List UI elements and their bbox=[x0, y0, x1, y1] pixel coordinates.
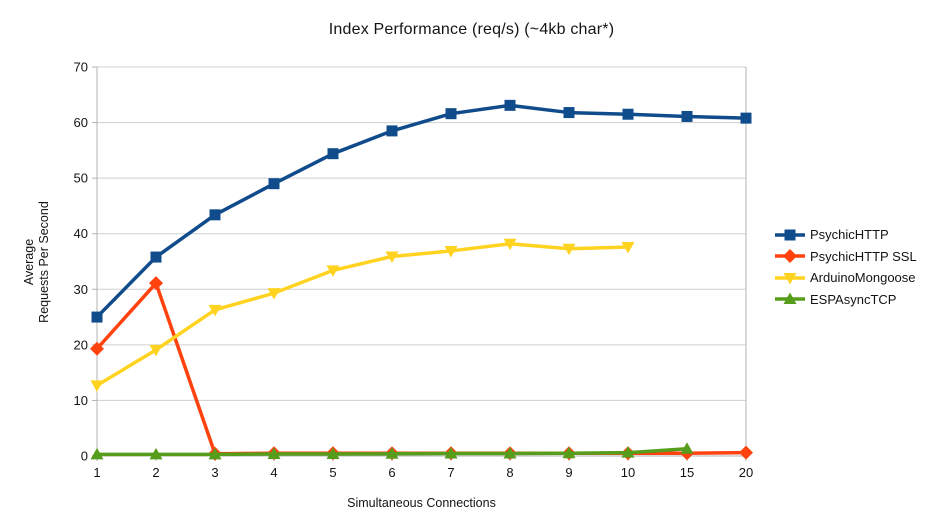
legend-item-arduinomongoose: ArduinoMongoose bbox=[775, 267, 917, 289]
x-tick-label-2: 2 bbox=[152, 465, 159, 480]
legend-label-arduinomongoose: ArduinoMongoose bbox=[810, 270, 916, 286]
marker-arduinomongoose-x1 bbox=[90, 380, 104, 392]
marker-psychichttp-x10 bbox=[622, 108, 634, 120]
x-tick-label-5: 5 bbox=[329, 465, 336, 480]
marker-psychichttp-ssl-x20 bbox=[739, 445, 753, 460]
marker-espasynctcp-x6 bbox=[385, 447, 399, 459]
marker-psychichttp-x4 bbox=[268, 178, 280, 190]
x-tick-label-1: 1 bbox=[93, 465, 100, 480]
marker-psychichttp-x6 bbox=[386, 125, 398, 137]
marker-espasynctcp-x9 bbox=[562, 446, 576, 459]
series-psychichttp-ssl bbox=[90, 276, 753, 461]
marker-arduinomongoose-x8 bbox=[503, 238, 517, 251]
legend-item-psychichttp: PsychicHTTP bbox=[775, 224, 917, 246]
marker-arduinomongoose-x7 bbox=[444, 245, 458, 258]
legend-label-espasynctcp: ESPAsyncTCP bbox=[810, 291, 897, 307]
marker-arduinomongoose-x10 bbox=[621, 242, 635, 254]
marker-psychichttp-x1 bbox=[91, 311, 103, 323]
marker-psychichttp-x20 bbox=[740, 112, 752, 124]
marker-espasynctcp-x10 bbox=[621, 446, 635, 458]
marker-espasynctcp-x8 bbox=[503, 446, 517, 459]
marker-arduinomongoose-x9 bbox=[562, 243, 576, 256]
marker-psychichttp-ssl-x2 bbox=[149, 276, 163, 291]
marker-espasynctcp-x7 bbox=[444, 446, 458, 459]
y-tick-label-30: 30 bbox=[74, 282, 88, 297]
marker-psychichttp-x2 bbox=[150, 251, 162, 263]
marker-psychichttp-ssl-x1 bbox=[90, 341, 104, 356]
marker-psychichttp-x8 bbox=[504, 99, 516, 111]
legend-label-psychichttp-ssl: PsychicHTTP SSL bbox=[810, 248, 917, 264]
x-tick-label-8: 8 bbox=[506, 465, 513, 480]
marker-arduinomongoose-x6 bbox=[385, 251, 399, 263]
y-tick-label-60: 60 bbox=[74, 115, 88, 130]
legend-glyph-espasynctcp bbox=[783, 292, 797, 305]
marker-arduinomongoose-x4 bbox=[267, 288, 281, 300]
series-arduinomongoose bbox=[90, 238, 635, 392]
marker-arduinomongoose-x5 bbox=[326, 265, 340, 277]
marker-espasynctcp-x3 bbox=[208, 447, 222, 460]
y-tick-label-70: 70 bbox=[74, 60, 88, 75]
marker-psychichttp-x15 bbox=[681, 110, 693, 122]
marker-espasynctcp-x2 bbox=[149, 447, 163, 460]
legend-glyph-psychichttp-ssl bbox=[783, 249, 797, 264]
x-tick-label-7: 7 bbox=[447, 465, 454, 480]
x-tick-label-3: 3 bbox=[211, 465, 218, 480]
legend-item-espasynctcp: ESPAsyncTCP bbox=[775, 289, 917, 311]
marker-espasynctcp-x5 bbox=[326, 447, 340, 460]
marker-espasynctcp-x15 bbox=[680, 442, 694, 454]
x-tick-label-6: 6 bbox=[388, 465, 395, 480]
legend-marker-psychichttp-ssl bbox=[775, 249, 805, 264]
series-espasynctcp bbox=[90, 442, 694, 460]
y-tick-label-0: 0 bbox=[81, 449, 88, 464]
legend-item-psychichttp-ssl: PsychicHTTP SSL bbox=[775, 246, 917, 268]
marker-arduinomongoose-x3 bbox=[208, 304, 222, 317]
marker-psychichttp-x3 bbox=[209, 209, 221, 221]
series-line-psychichttp-ssl bbox=[95, 281, 748, 456]
y-tick-label-20: 20 bbox=[74, 337, 88, 352]
marker-psychichttp-x5 bbox=[327, 148, 339, 160]
series-psychichttp bbox=[91, 99, 752, 323]
legend-glyph-psychichttp bbox=[784, 229, 796, 241]
y-tick-label-40: 40 bbox=[74, 226, 88, 241]
legend-marker-arduinomongoose bbox=[775, 272, 805, 285]
marker-arduinomongoose-x2 bbox=[149, 344, 163, 357]
legend-marker-psychichttp bbox=[775, 229, 805, 241]
chart-title: Index Performance (req/s) (~4kb char*) bbox=[328, 21, 615, 38]
y-tick-label-10: 10 bbox=[74, 393, 88, 408]
x-tick-label-20: 20 bbox=[739, 465, 753, 480]
x-tick-label-4: 4 bbox=[270, 465, 277, 480]
x-tick-label-9: 9 bbox=[565, 465, 572, 480]
marker-espasynctcp-x1 bbox=[90, 447, 104, 460]
x-axis-title: Simultaneous Connections bbox=[347, 496, 496, 510]
y-tick-label-50: 50 bbox=[74, 171, 88, 186]
marker-espasynctcp-x4 bbox=[267, 447, 281, 460]
legend-label-psychichttp: PsychicHTTP bbox=[810, 227, 889, 243]
marker-psychichttp-x9 bbox=[563, 107, 575, 119]
x-tick-label-10: 10 bbox=[621, 465, 635, 480]
legend: PsychicHTTP PsychicHTTP SSL ArduinoMongoos… bbox=[775, 224, 917, 310]
legend-marker-espasynctcp bbox=[775, 292, 805, 305]
series-line-psychichttp bbox=[95, 103, 748, 319]
marker-psychichttp-x7 bbox=[445, 108, 457, 120]
series-line-arduinomongoose bbox=[95, 241, 630, 388]
legend-glyph-arduinomongoose bbox=[783, 272, 797, 285]
x-tick-label-15: 15 bbox=[680, 465, 694, 480]
